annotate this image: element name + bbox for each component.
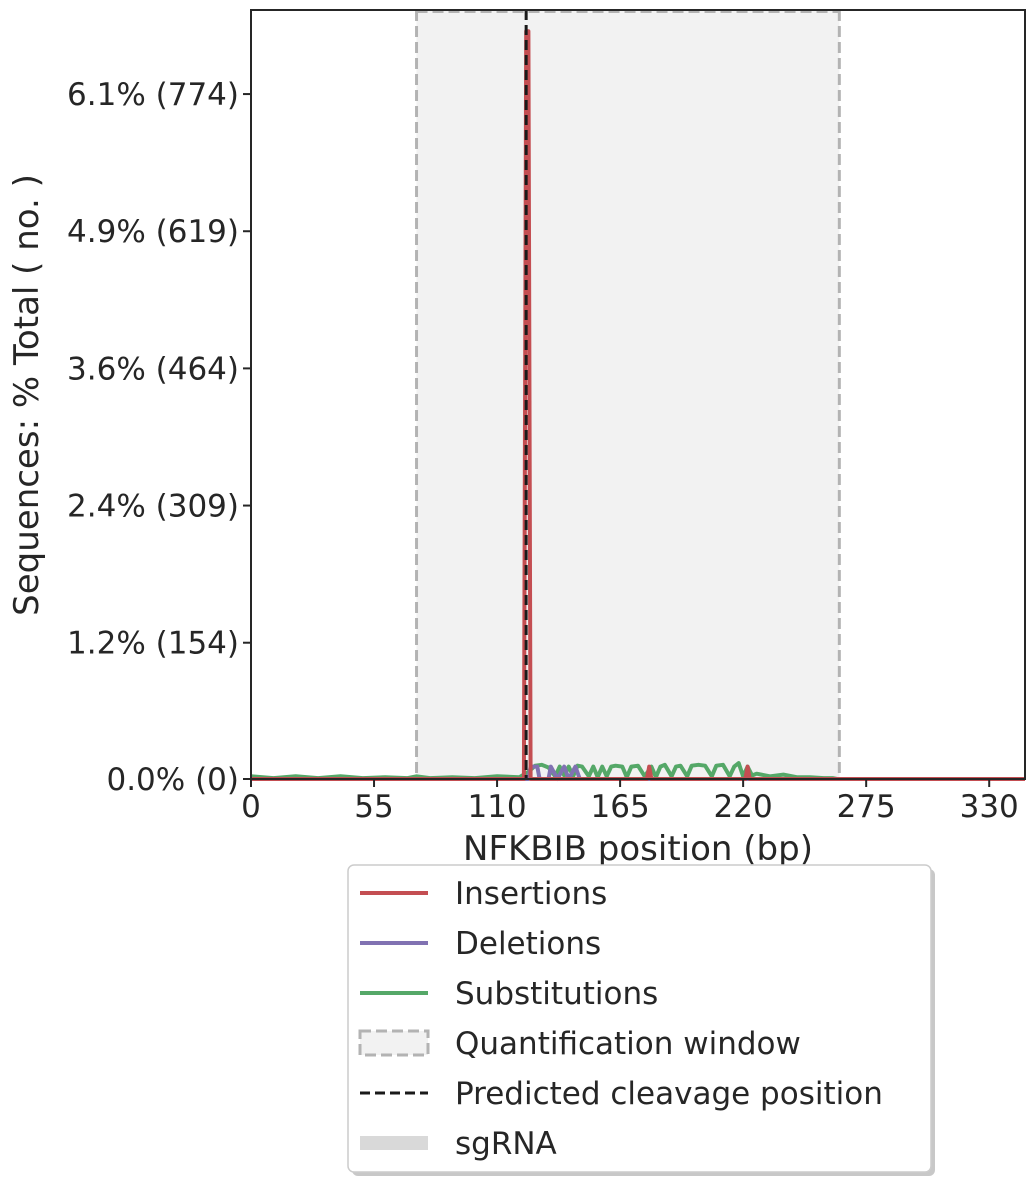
- legend-label: Substitutions: [455, 976, 658, 1012]
- legend-label: sgRNA: [455, 1126, 557, 1162]
- plot-frame-layer: [250, 9, 1026, 780]
- legend-label: Quantification window: [455, 1026, 801, 1062]
- quantification-window-layer: [415, 10, 841, 779]
- x-axis: 0 55 110 165 220 275 330: [241, 779, 1019, 825]
- legend-label: Predicted cleavage position: [455, 1076, 883, 1112]
- y-tick-label: 3.6% (464): [67, 351, 239, 387]
- legend-label: Deletions: [455, 926, 601, 962]
- legend: Insertions Deletions Substitutions Quantifi…: [347, 864, 935, 1176]
- x-tick-label: 0: [241, 789, 261, 825]
- y-tick-label: 6.1% (774): [67, 77, 239, 113]
- plot-frame: [250, 9, 1026, 780]
- x-tick-label: 220: [714, 789, 773, 825]
- x-tick-label: 165: [591, 789, 650, 825]
- x-axis-label: NFKBIB position (bp): [463, 829, 813, 869]
- y-axis-label: Sequences: % Total ( no. ): [7, 174, 47, 616]
- x-tick-label: 330: [960, 789, 1019, 825]
- y-tick-label: 4.9% (619): [67, 214, 239, 250]
- legend-label: Insertions: [455, 876, 607, 912]
- x-tick-label: 110: [467, 789, 526, 825]
- y-tick-label: 0.0% (0): [106, 762, 239, 798]
- y-tick-label: 1.2% (154): [67, 626, 239, 662]
- legend-swatch-quantification-window: [358, 1029, 430, 1057]
- legend-box: [347, 864, 932, 1173]
- y-tick-label: 2.4% (309): [67, 489, 239, 525]
- y-axis: 0.0% (0) 1.2% (154) 2.4% (309) 3.6% (464) 4.…: [67, 77, 251, 798]
- x-tick-label: 55: [354, 789, 393, 825]
- quantification-window-fill: [416, 10, 840, 779]
- x-tick-label: 275: [837, 789, 896, 825]
